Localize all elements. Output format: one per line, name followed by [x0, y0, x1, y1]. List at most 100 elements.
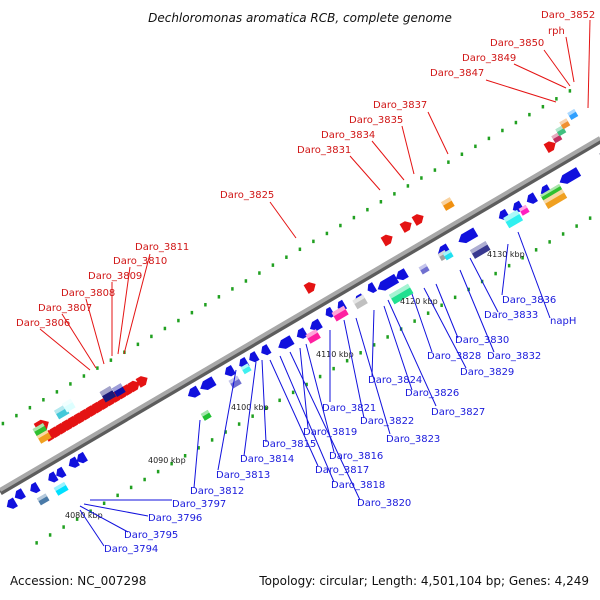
- forward-gene: [135, 376, 148, 388]
- track-dot: [197, 446, 200, 450]
- gene-block: [112, 383, 126, 397]
- leader-line: [513, 63, 567, 89]
- track-dot: [217, 295, 221, 299]
- leader-line: [423, 287, 467, 369]
- track-dot: [312, 239, 315, 244]
- track-dot: [460, 152, 464, 156]
- track-dot: [224, 430, 227, 434]
- forward-gene: [399, 221, 412, 233]
- gene-block: [540, 184, 563, 201]
- track-dot: [507, 263, 511, 268]
- forward-label-leaders: [39, 19, 591, 371]
- track-dot: [548, 240, 551, 244]
- reverse-gene: [395, 268, 409, 281]
- track-dot: [136, 342, 140, 347]
- track-dot: [568, 89, 572, 93]
- track-dot: [453, 295, 457, 300]
- leader-line: [401, 125, 415, 175]
- gene-block: [559, 118, 571, 130]
- gene-block: [503, 209, 524, 229]
- label-daro-3807: Daro_3807: [38, 303, 92, 314]
- label-daro-3821: Daro_3821: [322, 403, 376, 414]
- track-dot: [163, 326, 167, 331]
- leader-line: [435, 283, 459, 339]
- track-dot: [487, 136, 491, 141]
- tick-4120: 4120 kbp: [400, 297, 438, 306]
- track-dot: [420, 176, 423, 180]
- label-daro-3815: Daro_3815: [262, 439, 316, 450]
- track-dot: [433, 168, 437, 172]
- gene-block: [36, 493, 50, 506]
- leader-line: [349, 155, 381, 191]
- track-dot: [501, 128, 504, 133]
- label-daro-3829: Daro_3829: [460, 367, 514, 378]
- reverse-gene: [187, 385, 201, 398]
- leader-line: [117, 266, 131, 355]
- track-dot: [264, 406, 268, 410]
- track-dot: [426, 311, 430, 315]
- leader-line: [193, 419, 201, 489]
- leader-line: [123, 253, 151, 355]
- track-dot: [575, 224, 578, 228]
- label-daro-3814: Daro_3814: [240, 454, 294, 465]
- tick-4110: 4110 kbp: [316, 350, 354, 359]
- track-dot: [440, 303, 443, 308]
- label-daro-3811: Daro_3811: [135, 242, 189, 253]
- track-dot: [210, 438, 214, 442]
- track-dot: [534, 248, 538, 252]
- gene-block: [441, 197, 455, 211]
- leader-line: [411, 293, 433, 353]
- label-daro-3850: Daro_3850: [490, 38, 544, 49]
- track-dot: [96, 366, 99, 370]
- track-dot: [467, 287, 470, 292]
- forward-gene: [411, 214, 424, 226]
- reverse-gene: [296, 327, 308, 339]
- leader-line: [269, 201, 297, 239]
- leader-line: [565, 36, 575, 83]
- track-dot: [170, 461, 173, 466]
- reverse-label-leaders: [79, 231, 551, 547]
- label-daro-3835: Daro_3835: [349, 115, 403, 126]
- track-dot: [237, 422, 241, 426]
- track-dot: [406, 184, 410, 188]
- track-dot: [55, 390, 59, 394]
- genome-summary-text: Topology: circular; Length: 4,501,104 bp…: [259, 574, 589, 588]
- leader-line: [343, 319, 365, 419]
- label-daro-3794: Daro_3794: [104, 544, 158, 555]
- leader-line: [469, 257, 499, 313]
- leader-line: [501, 243, 509, 296]
- reverse-gene: [224, 364, 236, 377]
- track-dot: [15, 413, 18, 418]
- track-dot: [258, 271, 261, 275]
- reverse-gene: [309, 318, 323, 331]
- leader-line: [387, 299, 437, 407]
- reverse-gene: [325, 306, 336, 318]
- track-dot: [35, 541, 38, 545]
- reverse-gene: [458, 227, 479, 244]
- label-daro-3836: Daro_3836: [502, 295, 556, 306]
- label-daro-3825: Daro_3825: [220, 190, 274, 201]
- track-dot: [474, 144, 477, 149]
- label-daro-3849: Daro_3849: [462, 53, 516, 64]
- label-daro-3824: Daro_3824: [368, 375, 422, 386]
- track-dot: [177, 318, 180, 323]
- reverse-gene: [278, 335, 295, 349]
- track-dot: [521, 255, 524, 260]
- reverse-gene: [367, 282, 378, 294]
- tick-4130: 4130 kbp: [487, 250, 525, 259]
- label-daro-3827: Daro_3827: [431, 407, 485, 418]
- leader-line: [355, 317, 391, 435]
- track-dot: [75, 517, 79, 521]
- track-dot: [82, 374, 86, 378]
- track-dot: [386, 335, 389, 339]
- label-daro-3847: Daro_3847: [430, 68, 484, 79]
- track-dot: [271, 263, 275, 267]
- label-daro-3830: Daro_3830: [455, 335, 509, 346]
- label-daro-3852: Daro_3852: [541, 10, 595, 21]
- track-dot: [305, 382, 308, 387]
- track-dot: [62, 525, 65, 529]
- track-dot: [514, 120, 518, 125]
- reverse-gene: [76, 451, 88, 464]
- label-daro-3809: Daro_3809: [88, 271, 142, 282]
